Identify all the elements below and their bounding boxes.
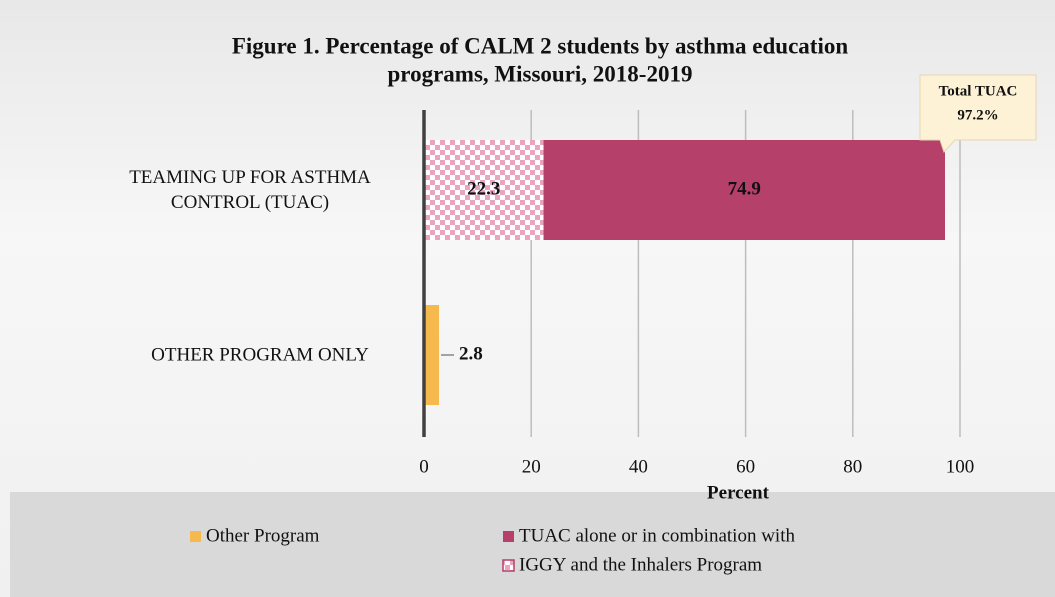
x-tick-label: 60 [736,456,755,477]
legend-swatch [503,531,514,542]
legend-label: TUAC alone or in combination with [519,525,795,546]
y-tick-label: OTHER PROGRAM ONLY [151,344,369,366]
x-tick-label: 100 [946,456,975,477]
legend-swatch [502,559,515,572]
legend-label: Other Program [206,525,320,546]
chart-title: programs, Missouri, 2018-2019 [388,61,693,86]
bar [543,140,945,240]
x-axis-label: Percent [707,482,770,503]
annotation: Total TUAC [939,83,1018,99]
callout-box [919,74,1037,153]
x-tick-label: 80 [843,456,862,477]
x-tick-label: 20 [522,456,541,477]
x-tick-label: 40 [629,456,648,477]
annotation: 97.2% [957,107,998,123]
bar [424,140,544,240]
x-tick-label: 0 [419,456,429,477]
legend-swatch [190,531,201,542]
bar [424,305,440,405]
chart-title: Figure 1. Percentage of CALM 2 students … [232,33,848,58]
legend-label: IGGY and the Inhalers Program [519,554,762,575]
legend-band [10,492,1055,597]
data-label: 22.3 [467,178,500,199]
data-label: 2.8 [459,343,483,364]
data-label: 74.9 [728,178,761,199]
y-tick-label: TEAMING UP FOR ASTHMA CONTROL (TUAC) [129,167,371,213]
